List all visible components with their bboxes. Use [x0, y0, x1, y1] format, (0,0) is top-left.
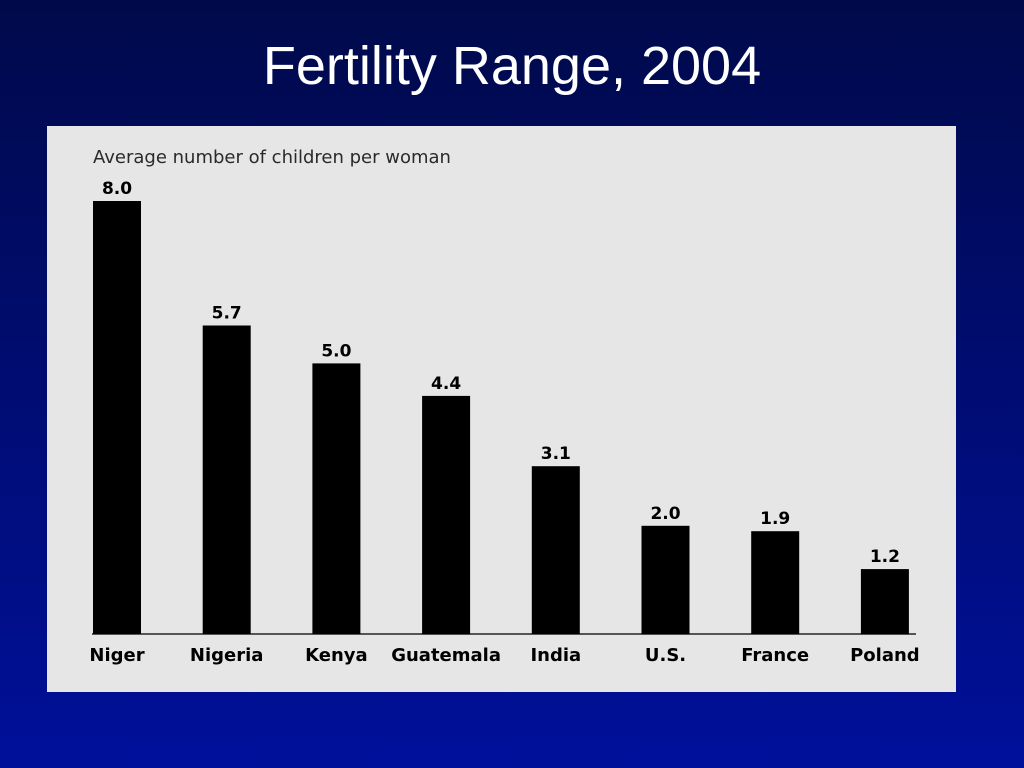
value-label: 1.9 — [760, 509, 790, 529]
y-axis-label: Average number of children per woman — [93, 147, 451, 168]
value-label: 5.0 — [321, 341, 351, 361]
value-label: 3.1 — [541, 444, 571, 464]
category-label: Niger — [89, 645, 144, 666]
bar-u-s — [641, 525, 690, 635]
bar-nigeria — [202, 325, 251, 634]
bar-chart: Average number of children per woman 8.0… — [89, 147, 919, 666]
category-label: France — [741, 645, 809, 666]
bar-guatemala — [422, 395, 471, 635]
value-label: 8.0 — [102, 179, 132, 199]
category-label: Nigeria — [190, 645, 264, 666]
category-label: Guatemala — [391, 645, 501, 666]
value-label: 2.0 — [650, 504, 680, 524]
bar-poland — [860, 569, 909, 635]
slide-title: Fertility Range, 2004 — [262, 36, 762, 96]
bar-kenya — [312, 363, 361, 634]
bar-france — [751, 531, 800, 634]
value-label: 5.7 — [212, 304, 242, 324]
bar-india — [531, 466, 580, 634]
category-label: U.S. — [645, 645, 686, 666]
value-label: 1.2 — [870, 547, 900, 567]
bars-group: 8.0 Niger 5.7 Nigeria 5.0 Kenya 4.4 Guatemala 3.… — [89, 179, 919, 666]
category-label: India — [530, 645, 581, 666]
category-label: Kenya — [305, 645, 368, 666]
category-label: Poland — [850, 645, 920, 666]
value-label: 4.4 — [431, 374, 461, 394]
chart-panel: Average number of children per woman 8.0… — [47, 126, 956, 692]
bar-niger — [93, 201, 141, 634]
